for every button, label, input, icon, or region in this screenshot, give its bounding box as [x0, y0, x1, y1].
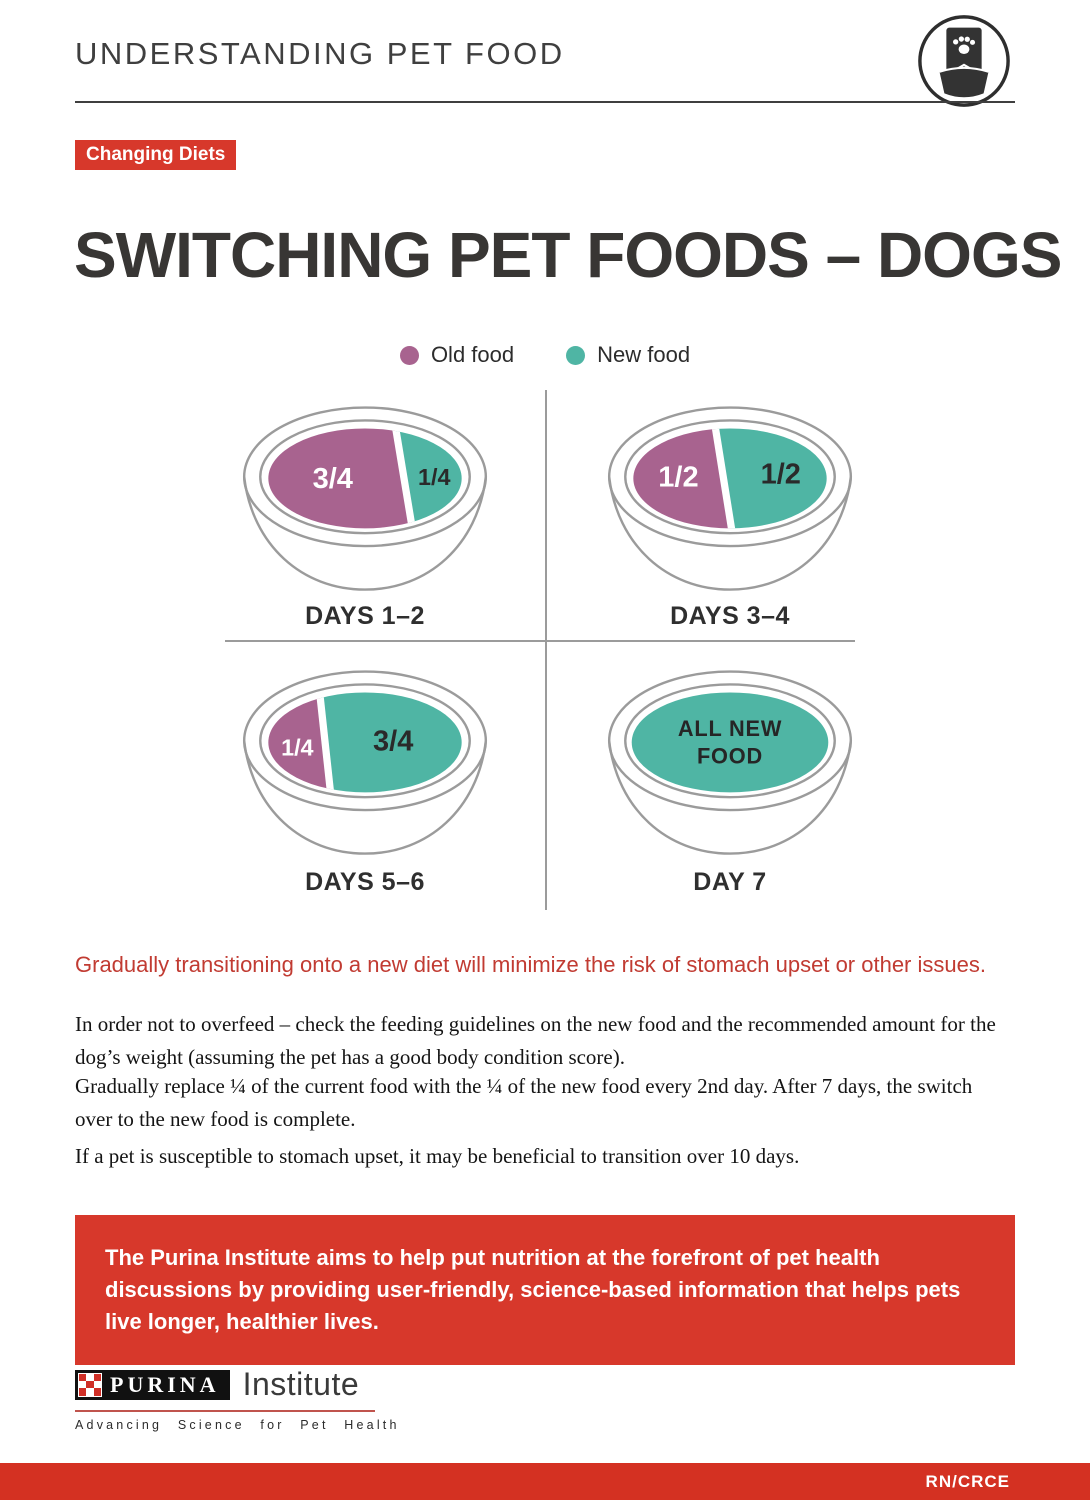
- old-food-dot-icon: [399, 345, 419, 365]
- legend-new-label: New food: [597, 342, 691, 367]
- pet-food-bag-bowl-icon: [918, 15, 1010, 107]
- page-header-title: UNDERSTANDING PET FOOD: [75, 36, 565, 71]
- bowl-day-7: ALL NEW FOOD: [585, 660, 875, 878]
- footer-bar: RN/CRCE: [0, 1463, 1090, 1500]
- legend-item-new-food: New food: [566, 342, 690, 368]
- bowl-body: [242, 476, 488, 591]
- bowl-label-days-1-2: DAYS 1–2: [305, 602, 425, 630]
- portion-label-new: 3/4: [373, 725, 413, 757]
- bowl-body: [607, 740, 853, 855]
- portion-label-new: 1/2: [761, 458, 801, 490]
- bowl-outer-rim: [607, 670, 853, 812]
- purina-institute-logo: PURINA Institute Advancing Science for P…: [75, 1366, 400, 1432]
- legend: Old food New food: [0, 342, 1090, 368]
- body-paragraph-2: Gradually replace ¼ of the current food …: [75, 1074, 973, 1131]
- bowl-outer-rim: [607, 406, 853, 548]
- bowl-inner-rim: [624, 419, 836, 535]
- new-food-portion: [631, 692, 829, 793]
- purina-checkerboard-icon: [78, 1372, 102, 1397]
- portion-label-old: 1/2: [658, 461, 698, 493]
- bowl-days-1-2: 3/4 1/4: [220, 396, 510, 614]
- legend-item-old-food: Old food: [399, 342, 515, 368]
- purina-brand-text: PURINA: [110, 1371, 220, 1397]
- transition-note: Gradually transitioning onto a new diet …: [75, 952, 986, 977]
- logo-divider: [75, 1410, 375, 1412]
- bowl-label-days-5-6: DAYS 5–6: [305, 868, 425, 896]
- bowl-inner-rim: [259, 683, 471, 799]
- divider-horizontal: [225, 640, 855, 642]
- divider-vertical: [545, 390, 547, 910]
- portion-label-old: 3/4: [313, 463, 353, 495]
- bowl-label-day-7: DAY 7: [693, 868, 767, 896]
- new-food-portion: [317, 692, 462, 793]
- purina-institute-callout: The Purina Institute aims to help put nu…: [75, 1215, 1015, 1365]
- bowl-body: [607, 476, 853, 591]
- footer-code: RN/CRCE: [925, 1472, 1010, 1491]
- portion-label-line1: ALL NEW: [678, 716, 782, 741]
- bowl-outer-rim: [242, 406, 488, 548]
- bowl-outer-rim: [242, 670, 488, 812]
- bowl-label-days-3-4: DAYS 3–4: [670, 602, 790, 630]
- portion-label-line2: FOOD: [697, 743, 763, 768]
- legend-old-label: Old food: [430, 342, 515, 367]
- new-food-dot-icon: [566, 345, 586, 365]
- header-divider: [75, 101, 1015, 103]
- bowl-inner-rim: [259, 419, 471, 535]
- bowl-inner-rim: [624, 683, 836, 799]
- purina-wordmark-box: PURINA: [75, 1369, 230, 1400]
- bowl-body: [242, 740, 488, 855]
- portion-label-old: 1/4: [281, 734, 313, 760]
- bowl-days-5-6: 1/4 3/4: [220, 660, 510, 878]
- body-paragraph-1: In order not to overfeed – check the fee…: [75, 1012, 996, 1069]
- old-food-portion: [268, 428, 416, 529]
- body-paragraph-3: If a pet is susceptible to stomach upset…: [75, 1144, 800, 1168]
- institute-label: Institute: [242, 1366, 360, 1402]
- page-title: SWITCHING PET FOODS – DOGS: [74, 219, 1062, 291]
- portion-gap: [708, 428, 739, 529]
- portion-label-new: 1/4: [418, 464, 450, 490]
- bowl-days-3-4: 1/2 1/2: [585, 396, 875, 614]
- logo-tagline: Advancing Science for Pet Health: [75, 1418, 400, 1432]
- section-badge: Changing Diets: [75, 140, 237, 170]
